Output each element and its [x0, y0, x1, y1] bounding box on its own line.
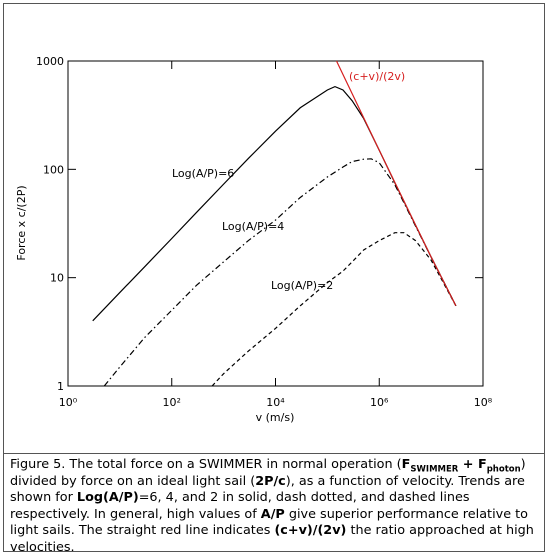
caption-run: F: [401, 457, 411, 472]
y-tick-label: 100: [43, 163, 64, 176]
caption-run: SWIMMER: [410, 464, 459, 475]
series-label: Log(A/P)=6: [172, 167, 234, 180]
series-line: [103, 158, 457, 387]
caption-run: give superior performance relative to li…: [10, 506, 528, 539]
caption-run: Figure 5. The total force on a SWIMMER i…: [10, 457, 402, 472]
x-tick-label: 10²: [163, 396, 181, 409]
caption-run: 2P/c: [255, 473, 286, 489]
x-tick-label: 10⁴: [266, 396, 285, 409]
caption: Figure 5. The total force on a SWIMMER i…: [10, 457, 542, 556]
caption-run: A/P: [260, 506, 285, 522]
caption-run: ) divided by force on an ideal light sai…: [10, 457, 526, 489]
x-tick-label: 10⁶: [370, 396, 389, 409]
series-label: (c+v)/(2v): [349, 70, 405, 83]
series-line: [335, 60, 457, 307]
y-axis-label: Force x c/(2P): [15, 185, 28, 260]
caption-run: (c+v)/(2v): [274, 523, 347, 538]
chart: v (m/s) Force x c/(2P) 10⁰ 10² 10⁴ 10⁶ 10⁸ 1 1…: [15, 55, 493, 424]
series-label: Log(A/P)=2: [271, 279, 333, 292]
series-label: Log(A/P)=4: [222, 220, 284, 233]
caption-run: the ratio approached at high velocities.: [10, 523, 534, 555]
x-tick-label: 10⁸: [474, 396, 493, 409]
y-tick-label: 10: [50, 272, 64, 285]
x-tick-label: 10⁰: [59, 396, 78, 409]
caption-run: photon: [486, 464, 521, 475]
caption-run: Log(A/P): [76, 490, 139, 505]
caption-run: ), as a function of velocity. Trends are…: [10, 473, 525, 506]
y-tick-label: 1000: [36, 55, 64, 68]
y-tick-label: 1: [57, 380, 64, 393]
figure-frame: [3, 3, 545, 552]
series-line: [211, 232, 457, 387]
caption-run: + F: [458, 457, 487, 472]
x-axis-label: v (m/s): [256, 411, 295, 424]
caption-run: =6, 4, and 2 in solid, dash dotted, and …: [10, 490, 470, 522]
caption-separator: [3, 453, 545, 454]
